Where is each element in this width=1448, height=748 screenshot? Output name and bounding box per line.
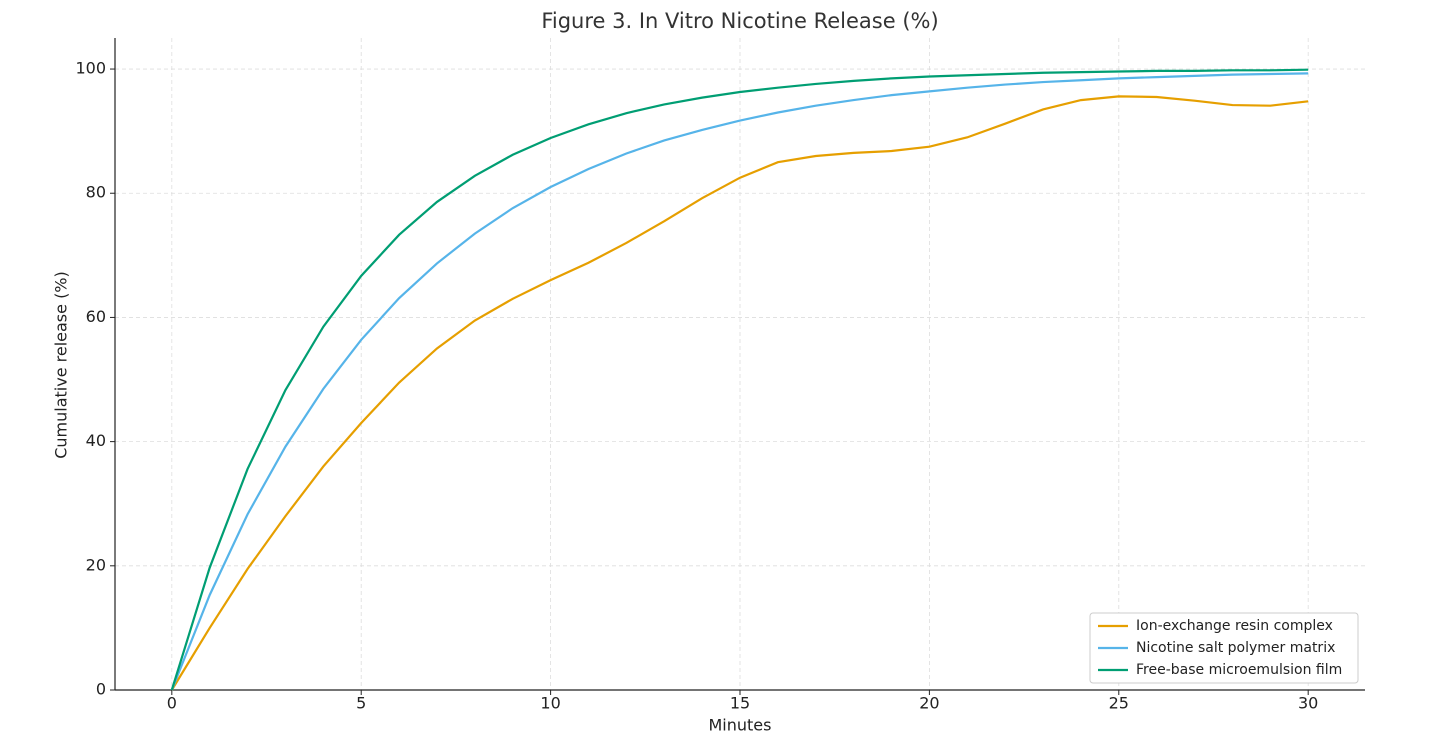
legend-box xyxy=(1089,612,1359,684)
x-tick-label: 25 xyxy=(1109,694,1129,713)
y-axis-label: Cumulative release (%) xyxy=(52,271,71,459)
chart-title: Figure 3. In Vitro Nicotine Release (%) xyxy=(541,9,938,33)
y-tick-label: 60 xyxy=(86,307,106,326)
x-tick-label: 20 xyxy=(919,694,939,713)
x-tick-label: 15 xyxy=(730,694,750,713)
y-tick-label: 20 xyxy=(86,555,106,574)
y-tick-label: 80 xyxy=(86,183,106,202)
y-tick-label: 100 xyxy=(75,59,106,78)
x-tick-label: 10 xyxy=(540,694,560,713)
y-tick-label: 0 xyxy=(96,680,106,699)
x-tick-label: 30 xyxy=(1298,694,1318,713)
x-tick-label: 5 xyxy=(356,694,366,713)
legend-label: Nicotine salt polymer matrix xyxy=(1136,640,1335,656)
series-line xyxy=(170,72,1309,691)
series-line xyxy=(170,68,1309,691)
series-line xyxy=(170,95,1309,691)
y-tick-label: 40 xyxy=(86,431,106,450)
x-tick-label: 0 xyxy=(167,694,177,713)
x-axis-label: Minutes xyxy=(709,716,772,735)
legend-label: Ion-exchange resin complex xyxy=(1136,618,1333,634)
legend-label: Free-base microemulsion film xyxy=(1136,662,1342,678)
